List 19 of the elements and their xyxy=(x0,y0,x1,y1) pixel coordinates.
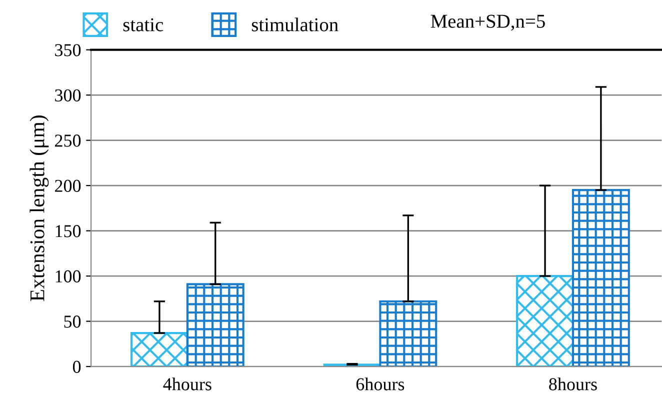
y-tick-label: 50 xyxy=(64,316,81,328)
y-axis-title: Extension length (μm) xyxy=(30,116,49,302)
y-tick-label: 200 xyxy=(55,180,81,192)
x-tick-label: 8hours xyxy=(549,378,597,390)
legend-label: static xyxy=(123,18,164,32)
y-tick-label: 300 xyxy=(55,89,81,102)
y-tick-label: 100 xyxy=(56,270,81,282)
text: Mean+SD,n=5 xyxy=(430,14,545,31)
y-tick-label: 350 xyxy=(55,44,81,56)
bar xyxy=(379,300,438,367)
y-tick-label: 150 xyxy=(56,225,81,238)
bar xyxy=(186,283,244,367)
x-tick-label: 6hours xyxy=(356,378,404,390)
y-tick-label: 0 xyxy=(72,360,81,373)
bar xyxy=(572,189,630,367)
x-tick-label: 4hours xyxy=(163,378,212,390)
legend-label: stimulation xyxy=(252,18,338,32)
y-tick-label: 250 xyxy=(55,134,81,147)
bar xyxy=(130,332,188,367)
